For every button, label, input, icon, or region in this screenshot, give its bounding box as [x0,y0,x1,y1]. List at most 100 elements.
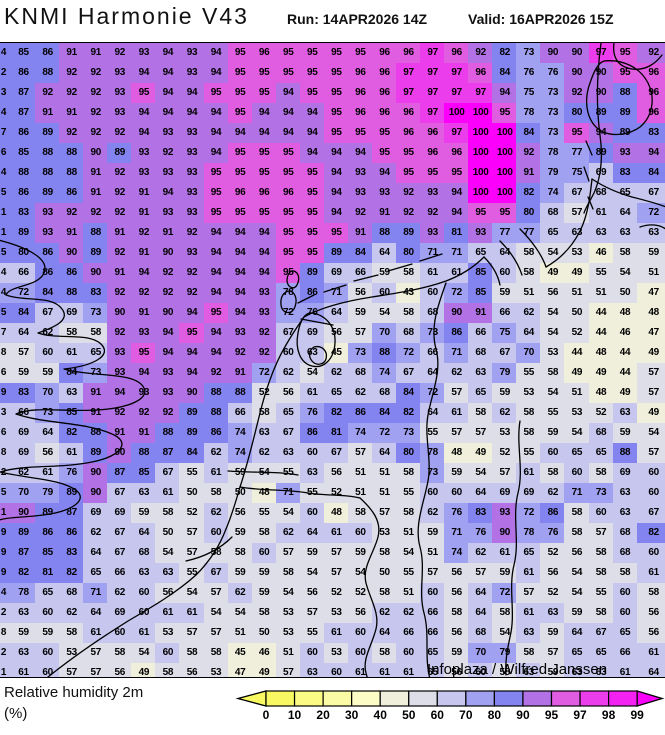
grid-cell: 89 [83,243,109,263]
grid-cell: 65 [564,643,590,663]
legend-unit: (%) [4,705,28,722]
grid-cell: 92 [83,63,109,83]
grid-cell: 73 [420,463,446,483]
grid-cell: 91 [83,403,109,423]
grid-cell: 65 [275,403,301,423]
grid-cell: 53 [564,243,590,263]
grid-cell: 72 [396,343,422,363]
grid-cell: 58 [396,303,422,323]
grid-cell: 65 [323,383,349,403]
grid-cell: 94 [275,83,301,103]
legend-segment [579,690,610,707]
grid-cell: 94 [227,123,253,143]
grid-cell: 47 [636,283,665,303]
grid-cell: 43 [396,283,422,303]
grid-cell: 60 [636,463,665,483]
grid-cell: 91 [107,423,133,443]
grid-cell: 68 [371,383,397,403]
grid-cell: 95 [275,223,301,243]
grid-cell: 46 [612,323,638,343]
grid-cell: 72 [636,203,665,223]
grid-cell: 89 [35,183,61,203]
grid-cell: 60 [371,283,397,303]
grid-cell: 53 [59,643,85,663]
grid-cell: 93 [179,143,205,163]
grid-cell: 92 [59,83,85,103]
legend-panel: Relative humidity 2m (%) 0 10 20 30 40 50 60 70… [0,678,665,735]
grid-cell: 94 [107,383,133,403]
grid-cell: 92 [155,283,181,303]
grid-cell: 56 [636,623,665,643]
grid-cell: 84 [636,163,665,183]
grid-cell: 97 [420,103,446,123]
grid-cell: 67 [323,443,349,463]
grid-cell: 44 [588,323,614,343]
grid-cell: 85 [468,283,494,303]
grid-cell: 53 [492,423,518,443]
grid-cell: 95 [371,143,397,163]
grid-cell: 89 [35,503,61,523]
grid-cell: 62 [107,583,133,603]
grid-cell: 51 [516,283,542,303]
grid-cell: 58 [516,643,542,663]
grid-cell: 68 [420,303,446,323]
grid-cell: 91 [59,223,85,243]
grid-cell: 83 [11,203,37,223]
grid-cell: 86 [203,423,229,443]
grid-cell: 86 [35,263,61,283]
grid-cell: 64 [371,623,397,643]
grid-cell: 95 [275,43,301,63]
grid-cell: 49 [251,663,277,677]
grid-cell: 88 [371,223,397,243]
grid-cell: 52 [179,503,205,523]
grid-cell: 89 [179,423,205,443]
grid-cell: 64 [323,303,349,323]
grid-cell: 78 [516,523,542,543]
grid-cell: 58 [251,523,277,543]
grid-cell: 65 [540,223,566,243]
legend-tick-label: 30 [345,708,359,722]
grid-cell: 83 [11,383,37,403]
grid-cell: 94 [275,103,301,123]
grid-cell: 95 [396,143,422,163]
grid-cell: 60 [588,503,614,523]
grid-cell: 53 [516,383,542,403]
grid-cell: 95 [299,243,325,263]
grid-cell: 62 [203,503,229,523]
grid-cell: 94 [251,243,277,263]
grid-cell: 55 [540,403,566,423]
grid-cell: 57 [468,423,494,443]
legend-tick-label: 0 [263,708,270,722]
grid-cell: 58 [396,263,422,283]
legend-tick-label: 95 [545,708,559,722]
grid-cell: 94 [371,163,397,183]
grid-cell: 92 [420,203,446,223]
grid-cell: 55 [299,623,325,643]
grid-cell: 71 [323,283,349,303]
grid-cell: 48 [612,303,638,323]
grid-cell: 97 [420,43,446,63]
grid-cell: 82 [636,523,665,543]
grid-cell: 65 [35,583,61,603]
grid-cell: 94 [203,323,229,343]
grid-cell: 46 [251,643,277,663]
grid-cell: 52 [540,583,566,603]
grid-cell: 95 [323,83,349,103]
grid-cell: 55 [588,263,614,283]
grid-cell: 91 [227,363,253,383]
grid-cell: 90 [588,63,614,83]
grid-cell: 86 [59,263,85,283]
grid-cell: 86 [444,323,470,343]
grid-cell: 54 [612,263,638,283]
grid-cell: 52 [540,543,566,563]
grid-cell: 67 [107,483,133,503]
grid-cell: 64 [371,443,397,463]
grid-cell: 73 [540,103,566,123]
grid-cell: 93 [107,363,133,383]
grid-cell: 92 [59,123,85,143]
grid-cell: 49 [612,383,638,403]
grid-cell: 73 [83,303,109,323]
grid-cell: 100 [492,163,518,183]
grid-cell: 57 [588,523,614,543]
legend-segment [265,690,296,707]
